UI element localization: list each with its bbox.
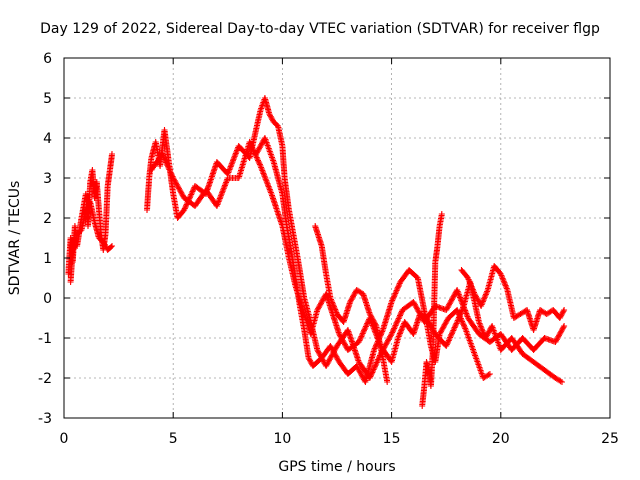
data-points-track-f — [312, 223, 391, 385]
data-points-track-g — [419, 211, 445, 409]
y-axis-label: SDTVAR / TECUs — [7, 181, 23, 296]
grid — [64, 58, 610, 418]
x-tick-label: 5 — [169, 431, 178, 447]
data-points-track-h — [458, 263, 568, 333]
y-tick-label: 3 — [43, 171, 52, 187]
x-tick-label: 15 — [383, 431, 401, 447]
plot-frame — [63, 57, 611, 419]
y-tick-label: 1 — [43, 251, 52, 267]
y-tick-label: -1 — [38, 331, 52, 347]
series-track-g — [419, 211, 445, 409]
x-tick-label: 25 — [601, 431, 619, 447]
x-tick-label: 10 — [273, 431, 291, 447]
x-tick-label: 20 — [492, 431, 510, 447]
chart-title: Day 129 of 2022, Sidereal Day-to-day VTE… — [40, 21, 600, 37]
y-tick-label: -3 — [38, 411, 52, 427]
series-track-b — [67, 199, 115, 285]
x-tick-label: 0 — [60, 431, 69, 447]
data-layer — [65, 95, 568, 409]
axis-ticks: 0 5 10 15 20 25 -3 -2 -1 0 1 2 3 4 5 6 — [38, 51, 619, 447]
y-tick-label: 2 — [43, 211, 52, 227]
data-points-track-b — [67, 199, 115, 285]
y-tick-label: 5 — [43, 91, 52, 107]
y-tick-label: 0 — [43, 291, 52, 307]
x-axis-label: GPS time / hours — [278, 459, 395, 475]
series-track-h — [458, 263, 568, 333]
series-track-f — [312, 223, 391, 385]
y-tick-label: -2 — [38, 371, 52, 387]
y-tick-label: 4 — [43, 131, 52, 147]
y-tick-label: 6 — [43, 51, 52, 67]
